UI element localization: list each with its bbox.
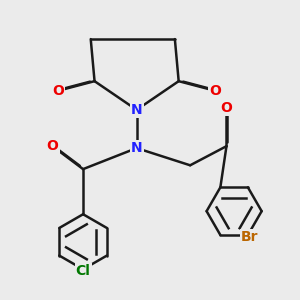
Text: O: O	[46, 139, 58, 153]
Text: O: O	[52, 84, 64, 98]
Text: N: N	[131, 103, 142, 117]
Text: O: O	[220, 101, 232, 115]
Text: N: N	[131, 141, 142, 155]
Text: O: O	[209, 84, 221, 98]
Text: Cl: Cl	[76, 264, 91, 278]
Text: Br: Br	[241, 230, 259, 244]
